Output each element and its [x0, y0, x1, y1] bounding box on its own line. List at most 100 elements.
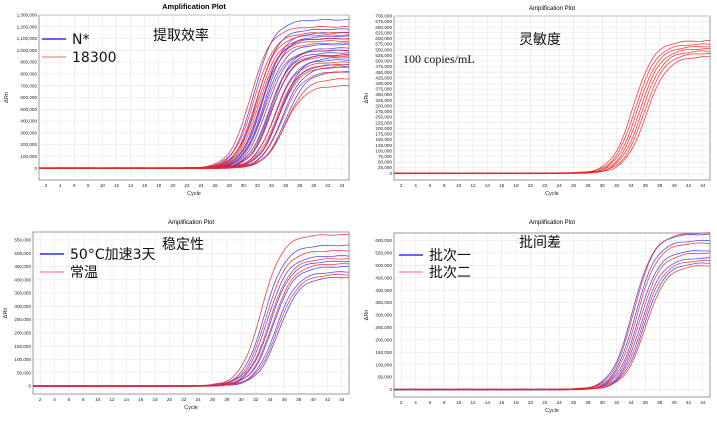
- y-tick-label: 225,000: [375, 120, 392, 125]
- x-tick-label: 44: [339, 397, 345, 402]
- amplification-curve: [38, 85, 350, 170]
- y-tick-label: 400,000: [375, 288, 392, 293]
- amplification-curve: [32, 274, 349, 387]
- y-tick-label: 250,000: [375, 115, 392, 120]
- x-tick-label: 2: [39, 397, 42, 402]
- y-tick-label: 550,000: [375, 47, 392, 52]
- legend-label: N*: [72, 32, 89, 48]
- y-tick-label: 450,000: [375, 70, 392, 75]
- x-tick-label: 26: [571, 183, 577, 188]
- x-tick-label: 18: [156, 183, 162, 188]
- y-tick-label: 0: [34, 166, 37, 171]
- x-tick-label: 16: [138, 397, 144, 402]
- y-tick-label: 400,000: [375, 81, 392, 86]
- x-tick-label: 28: [224, 397, 230, 402]
- y-tick-label: 200,000: [14, 331, 31, 336]
- y-tick-label: 250,000: [14, 317, 31, 322]
- x-tick-label: 20: [170, 183, 176, 188]
- x-tick-label: 14: [485, 183, 491, 188]
- x-tick-label: 24: [198, 183, 204, 188]
- x-tick-label: 18: [514, 400, 520, 405]
- y-tick-label: 450,000: [14, 264, 31, 269]
- x-tick-label: 30: [241, 183, 247, 188]
- x-tick-label: 16: [499, 183, 505, 188]
- x-tick-label: 12: [114, 183, 120, 188]
- x-tick-label: 16: [142, 183, 148, 188]
- x-tick-label: 42: [325, 397, 331, 402]
- x-tick-label: 34: [269, 183, 275, 188]
- x-axis-label: Cycle: [545, 408, 559, 414]
- x-tick-label: 14: [128, 183, 134, 188]
- y-tick-label: 300,000: [375, 313, 392, 318]
- legend-label: 常温: [70, 265, 98, 281]
- x-tick-label: 24: [557, 183, 563, 188]
- x-tick-label: 22: [181, 397, 187, 402]
- amplification-curve: [39, 34, 350, 170]
- x-tick-label: 6: [73, 183, 76, 188]
- y-tick-label: 400,000: [20, 119, 37, 124]
- x-tick-label: 6: [429, 183, 432, 188]
- amplification-curve: [393, 50, 711, 175]
- x-tick-label: 34: [628, 183, 634, 188]
- x-axis-label: Cycle: [545, 191, 559, 197]
- x-tick-label: 2: [400, 183, 403, 188]
- x-tick-label: 38: [657, 400, 663, 405]
- x-tick-label: 10: [456, 400, 462, 405]
- x-tick-label: 10: [456, 183, 462, 188]
- x-tick-label: 28: [585, 400, 591, 405]
- x-tick-label: 4: [53, 397, 56, 402]
- x-tick-label: 32: [614, 400, 620, 405]
- x-tick-label: 30: [239, 397, 245, 402]
- x-tick-label: 14: [485, 400, 491, 405]
- y-tick-label: 0: [389, 387, 392, 392]
- x-tick-label: 42: [325, 183, 331, 188]
- x-axis-label: Cycle: [184, 405, 198, 411]
- x-tick-label: 18: [514, 183, 520, 188]
- x-tick-label: 44: [700, 400, 706, 405]
- y-tick-label: 350,000: [14, 291, 31, 296]
- y-tick-label: 600,000: [20, 95, 37, 100]
- x-tick-label: 22: [542, 183, 548, 188]
- x-tick-label: 20: [167, 397, 173, 402]
- y-tick-label: 500,000: [375, 263, 392, 268]
- chart-title: Amplification Plot: [162, 2, 226, 11]
- y-tick-label: 300,000: [20, 130, 37, 135]
- y-tick-label: 300,000: [14, 304, 31, 309]
- plot-area: [393, 15, 711, 181]
- x-tick-label: 26: [213, 183, 219, 188]
- x-tick-label: 2: [45, 183, 48, 188]
- y-tick-label: 300,000: [375, 103, 392, 108]
- y-tick-label: 1,300,000: [17, 13, 38, 18]
- x-tick-label: 20: [528, 183, 534, 188]
- x-tick-label: 28: [585, 183, 591, 188]
- x-tick-label: 26: [571, 400, 577, 405]
- y-tick-label: 150,000: [14, 344, 31, 349]
- chart-annotation: 批间差: [519, 235, 561, 251]
- y-tick-label: 175,000: [375, 132, 392, 137]
- amplification-curve: [393, 265, 711, 391]
- chart-annotation: 稳定性: [162, 237, 204, 253]
- y-tick-label: 1,100,000: [17, 36, 38, 41]
- y-tick-label: 425,000: [375, 75, 392, 80]
- x-tick-label: 10: [95, 397, 101, 402]
- x-tick-label: 12: [109, 397, 115, 402]
- plot-area: [32, 231, 350, 395]
- y-tick-label: 500,000: [375, 59, 392, 64]
- y-tick-label: 50,000: [17, 370, 31, 375]
- y-tick-label: 50,000: [378, 375, 392, 380]
- chart-title: Amplification Plot: [168, 220, 214, 226]
- x-tick-label: 32: [614, 183, 620, 188]
- legend-label: 50°C加速3天: [70, 247, 156, 263]
- x-tick-label: 36: [643, 400, 649, 405]
- x-tick-label: 40: [311, 397, 317, 402]
- y-tick-label: 25,000: [378, 165, 392, 170]
- x-tick-label: 34: [267, 397, 273, 402]
- y-tick-label: 700,000: [375, 14, 392, 19]
- x-tick-label: 24: [196, 397, 202, 402]
- panel-stability: Amplification Plot 2 4 6 8 10 12 14 16 18 20 22 24 26…: [0, 214, 356, 429]
- x-tick-label: 36: [282, 397, 288, 402]
- y-tick-label: 500,000: [14, 251, 31, 256]
- x-tick-label: 8: [443, 400, 446, 405]
